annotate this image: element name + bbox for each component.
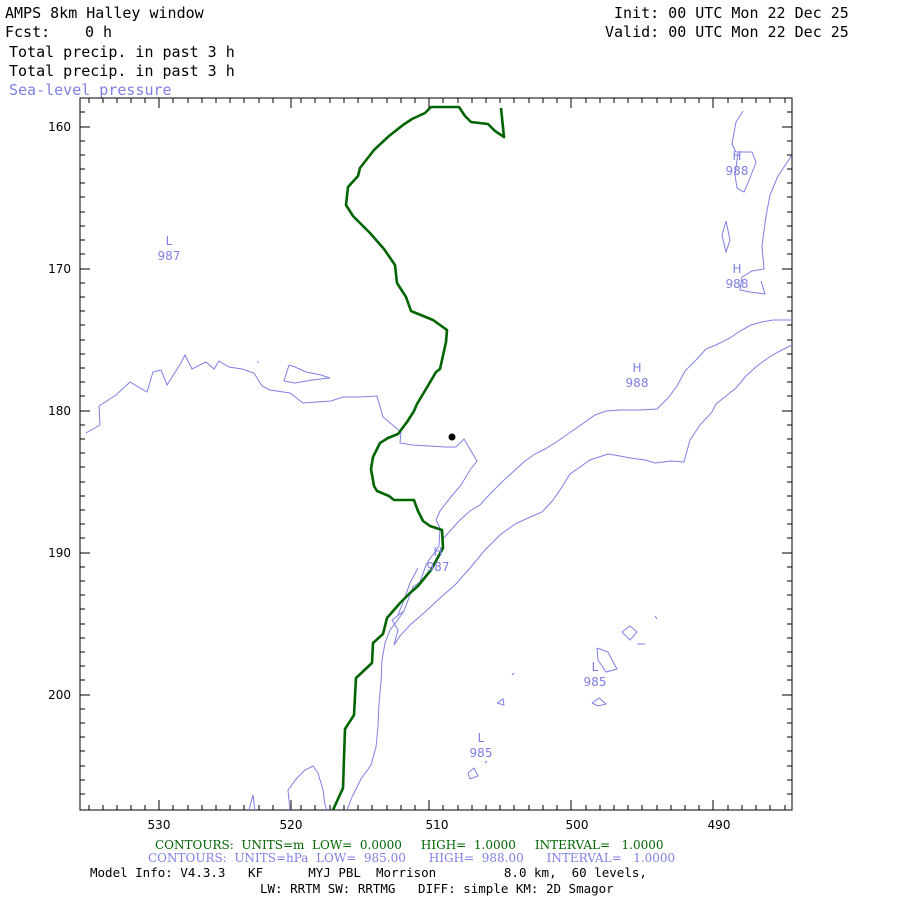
pressure-centre-letter: H <box>632 361 641 375</box>
field-label-precip-1: Total precip. in past 3 h <box>9 43 235 61</box>
pressure-centre-letter: H <box>732 262 741 276</box>
isobar <box>731 110 757 193</box>
pressure-centre-value: 985 <box>584 675 607 689</box>
x-tick-label: 500 <box>566 818 589 832</box>
pressure-centre-value: 987 <box>427 560 450 574</box>
pressure-centre-letter: L <box>592 660 599 674</box>
pressure-centres: L 987 H 988 H 988 H 988 H 987 L 985 L 98… <box>158 149 749 760</box>
isobar <box>596 647 618 673</box>
isobar <box>85 353 478 810</box>
isobar-group <box>85 110 792 810</box>
forecast-label: Fcst: <box>5 23 51 41</box>
isobar <box>654 615 658 620</box>
isobar <box>467 767 479 780</box>
y-tick-label: 200 <box>48 688 71 702</box>
isobar <box>496 698 505 706</box>
pressure-centre-value: 988 <box>626 376 649 390</box>
map-title: AMPS 8km Halley window <box>5 4 204 22</box>
isobar <box>248 794 256 810</box>
pressure-centre-value: 988 <box>726 164 749 178</box>
y-tick-label: 190 <box>48 546 71 560</box>
pressure-centre-value: 987 <box>158 249 181 263</box>
valid-time: Valid: 00 UTC Mon 22 Dec 25 <box>605 23 849 41</box>
pressure-centre-letter: H <box>433 545 442 559</box>
x-tick-label: 490 <box>708 818 731 832</box>
plot-border <box>79 97 793 811</box>
isobar <box>287 765 328 810</box>
x-tick-label: 510 <box>426 818 449 832</box>
isobar <box>391 344 792 646</box>
forecast-value: 0 h <box>85 23 113 41</box>
isobar <box>621 625 638 641</box>
pressure-centre-value: 985 <box>470 746 493 760</box>
field-label-precip-2: Total precip. in past 3 h <box>9 62 235 80</box>
init-time: Init: 00 UTC Mon 22 Dec 25 <box>614 4 849 22</box>
isobar <box>441 319 792 541</box>
y-tick-label: 170 <box>48 262 71 276</box>
contour-info-precip: CONTOURS: UNITS=m LOW= 0.0000 HIGH= 1.00… <box>155 838 664 852</box>
pressure-centre-letter: L <box>166 234 173 248</box>
x-tick-label: 530 <box>148 818 171 832</box>
isobar <box>397 567 419 616</box>
precip-contour <box>331 105 506 810</box>
isobar <box>739 154 792 295</box>
tick-marks <box>80 98 792 810</box>
contour-info-pressure: CONTOURS: UNITS=hPa LOW= 985.00 HIGH= 98… <box>148 851 676 865</box>
pressure-centre-letter: L <box>478 731 485 745</box>
model-info-line1: Model Info: V4.3.3 KF MYJ PBL Morrison 8… <box>90 865 647 880</box>
isobar <box>283 364 331 384</box>
isobar <box>484 760 488 764</box>
isobar <box>591 697 608 707</box>
isobar <box>721 220 731 254</box>
x-tick-label: 520 <box>280 818 303 832</box>
axis-labels: 530 520 510 500 490 160 170 180 190 200 <box>48 120 730 832</box>
y-tick-label: 160 <box>48 120 71 134</box>
isobar <box>511 672 515 676</box>
pressure-centre-letter: H <box>732 149 741 163</box>
station-marker <box>448 433 456 441</box>
field-label-pressure: Sea-level pressure <box>9 81 172 99</box>
y-tick-label: 180 <box>48 404 71 418</box>
model-info-line2: LW: RRTM SW: RRTMG DIFF: simple KM: 2D S… <box>260 881 614 896</box>
pressure-centre-value: 988 <box>726 277 749 291</box>
